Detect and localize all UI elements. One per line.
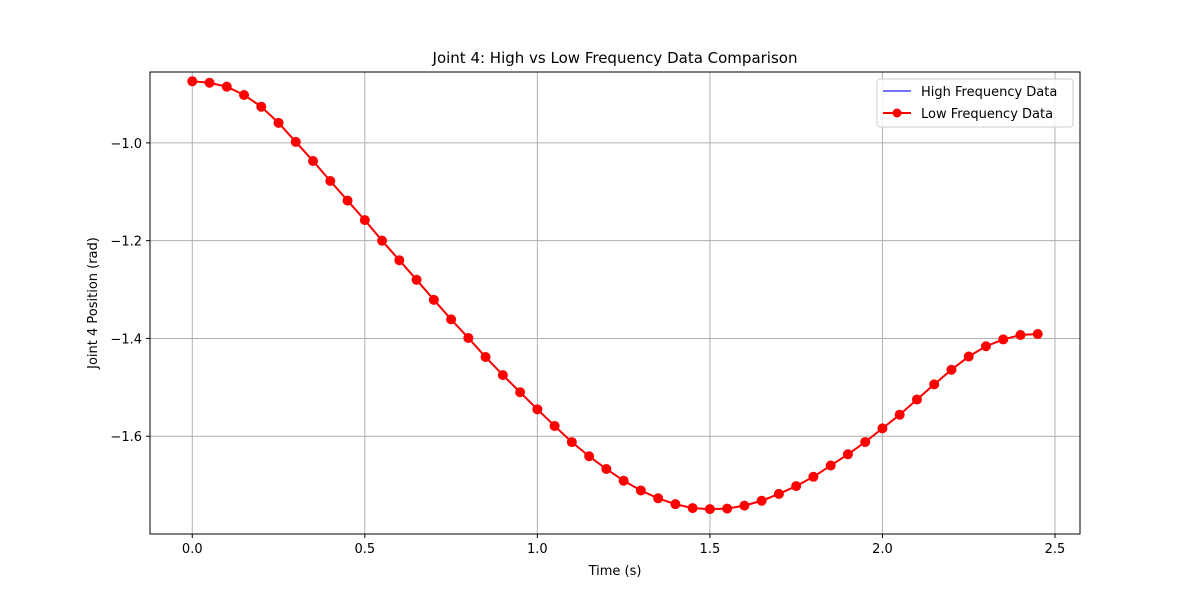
legend-marker <box>892 108 902 118</box>
data-point <box>377 235 388 246</box>
data-point <box>842 449 853 460</box>
data-point <box>739 500 750 511</box>
data-point <box>929 379 940 390</box>
data-point <box>480 352 491 363</box>
data-point <box>239 89 250 100</box>
data-point <box>756 495 767 506</box>
legend-entry: Low Frequency Data <box>883 107 1053 122</box>
series-layer <box>187 76 1043 515</box>
data-point <box>653 493 664 504</box>
y-tick-label: −1.0 <box>110 137 142 152</box>
x-tick-label: 1.5 <box>700 542 721 557</box>
data-point <box>860 437 871 448</box>
data-point <box>722 503 733 514</box>
data-point <box>566 437 577 448</box>
legend-label: High Frequency Data <box>921 85 1057 100</box>
data-point <box>359 215 370 226</box>
data-point <box>325 176 336 187</box>
x-tick-label: 2.5 <box>1045 542 1066 557</box>
data-point <box>290 136 301 147</box>
data-point <box>428 294 439 305</box>
data-point <box>773 488 784 499</box>
data-point <box>687 503 698 514</box>
data-point <box>825 460 836 471</box>
x-tick-label: 0.0 <box>182 542 203 557</box>
data-point <box>1032 329 1043 340</box>
x-axis-label: Time (s) <box>588 564 642 579</box>
data-point <box>256 101 267 112</box>
y-tick-label: −1.6 <box>110 430 142 445</box>
data-point <box>670 499 681 510</box>
data-point <box>549 420 560 431</box>
data-point <box>618 475 629 486</box>
series-low-frequency <box>187 76 1043 515</box>
data-point <box>998 334 1009 345</box>
legend-entry: High Frequency Data <box>883 85 1057 100</box>
plot-frame <box>149 71 1081 535</box>
x-tick-label: 2.0 <box>872 542 893 557</box>
data-point <box>946 364 957 375</box>
y-tick-label: −1.4 <box>110 332 142 347</box>
y-axis-label: Joint 4 Position (rad) <box>86 237 101 370</box>
data-point <box>808 471 819 482</box>
data-point <box>342 195 353 206</box>
data-point <box>635 485 646 496</box>
data-point <box>221 81 232 92</box>
chart-title: Joint 4: High vs Low Frequency Data Comp… <box>432 49 798 67</box>
x-tick-label: 0.5 <box>354 542 375 557</box>
data-point <box>532 404 543 415</box>
legend: High Frequency Data Low Frequency Data <box>876 78 1074 128</box>
data-point <box>308 155 319 166</box>
data-point <box>497 370 508 381</box>
data-point <box>515 387 526 398</box>
data-point <box>980 341 991 352</box>
legend-box <box>876 78 1074 128</box>
data-point <box>877 423 888 434</box>
data-point <box>911 394 922 405</box>
data-point <box>187 76 198 87</box>
data-point <box>446 314 457 325</box>
data-point <box>791 481 802 492</box>
x-tick-label: 1.0 <box>527 542 548 557</box>
data-point <box>894 409 905 420</box>
grid <box>150 72 1080 534</box>
data-point <box>601 463 612 474</box>
legend-label: Low Frequency Data <box>921 107 1053 122</box>
data-point <box>273 117 284 128</box>
data-point <box>704 504 715 515</box>
data-point <box>1015 330 1026 341</box>
data-point <box>394 255 405 266</box>
y-tick-label: −1.2 <box>110 235 142 250</box>
data-point <box>463 332 474 343</box>
ticks: 0.0 0.5 1.0 1.5 2.0 2.5 −1.0 −1.2 −1.4 −1.6 <box>110 137 1065 557</box>
data-point <box>411 274 422 285</box>
data-point <box>204 77 215 88</box>
data-point <box>584 451 595 462</box>
data-point <box>963 351 974 362</box>
